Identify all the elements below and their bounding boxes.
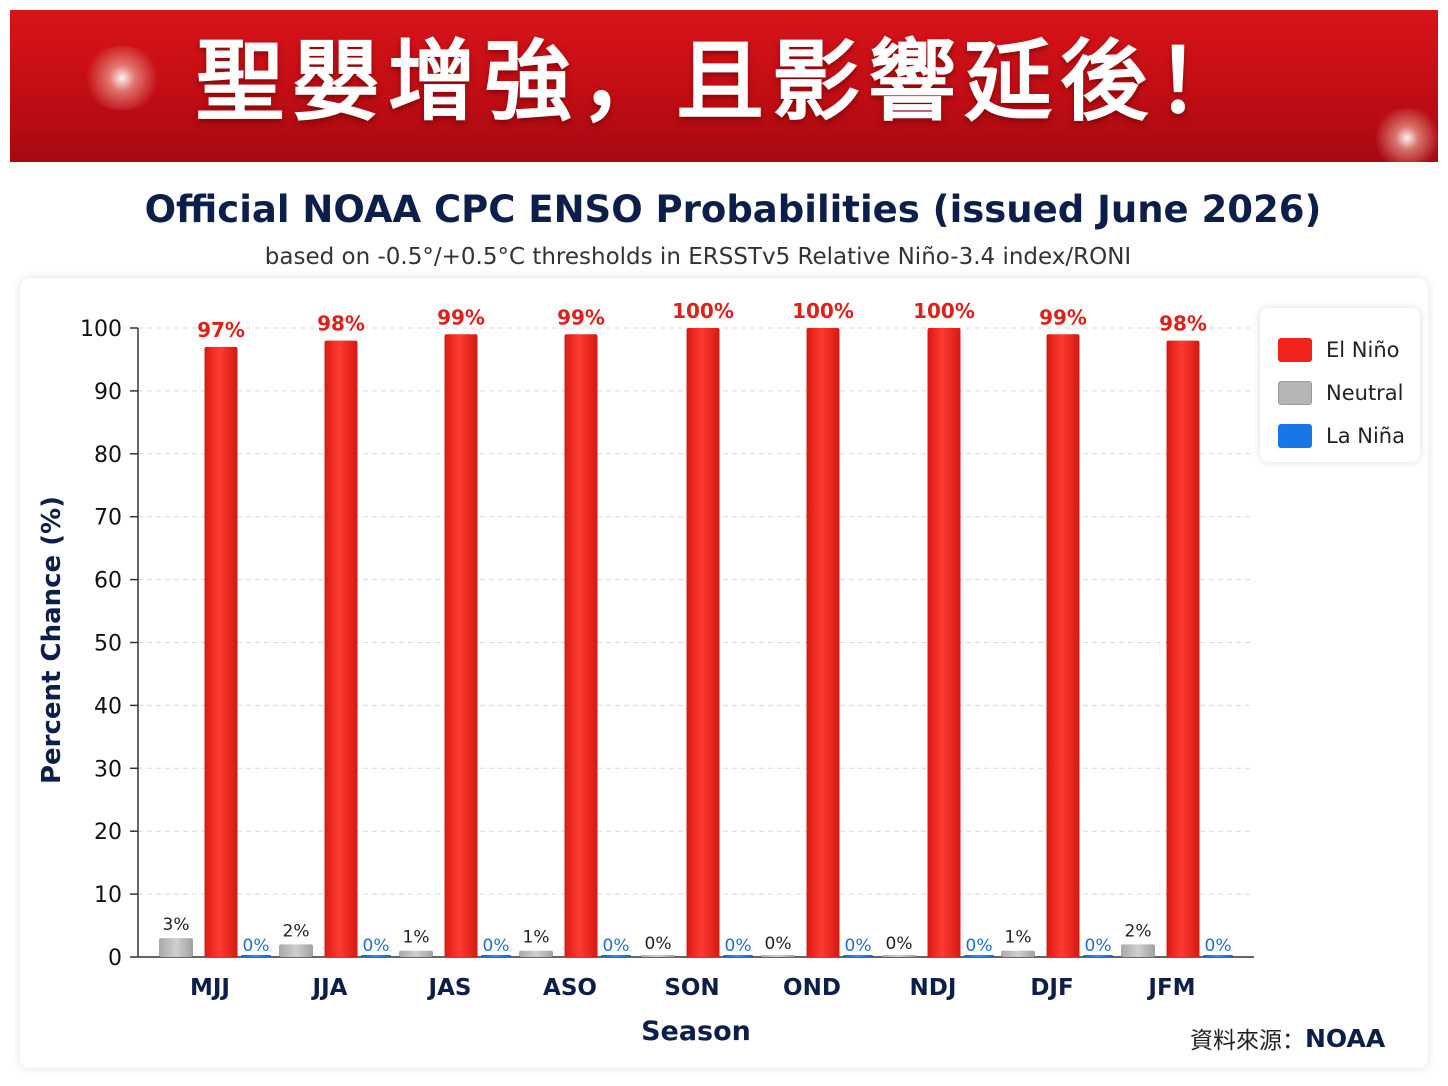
bar-el-ni-o: [1046, 334, 1080, 957]
bar-la-ni-a: [1203, 955, 1233, 957]
bar-la-ni-a: [1083, 955, 1113, 957]
y-tick-label: 20: [94, 820, 122, 845]
bar-neutral: [1121, 944, 1155, 957]
x-tick-label: MJJ: [190, 975, 230, 1001]
y-tick-label: 80: [94, 443, 122, 468]
data-label: 0%: [1205, 936, 1232, 956]
legend-label: Neutral: [1326, 381, 1404, 405]
x-axis-title: Season: [641, 1016, 751, 1047]
data-label: 0%: [363, 936, 390, 956]
data-label: 100%: [913, 299, 975, 323]
bar-la-ni-a: [723, 955, 753, 957]
chart-legend: El Niño Neutral La Niña: [1260, 308, 1420, 462]
data-label: 0%: [845, 936, 872, 956]
bar-el-ni-o: [806, 328, 840, 957]
data-label: 0%: [725, 936, 752, 956]
data-label: 3%: [163, 915, 190, 935]
y-tick-label: 70: [94, 506, 122, 531]
data-label: 0%: [645, 934, 672, 954]
legend-swatch-la-nina: [1278, 424, 1312, 448]
data-label: 98%: [1159, 312, 1207, 336]
legend-item-neutral: Neutral: [1278, 378, 1404, 408]
source-label: 資料來源：: [1190, 1028, 1305, 1054]
bar-neutral: [761, 955, 795, 957]
x-tick-label: JAS: [427, 975, 472, 1001]
y-tick-label: 90: [94, 380, 122, 405]
data-label: 98%: [317, 312, 365, 336]
x-tick-label: SON: [664, 975, 719, 1001]
bar-neutral: [519, 950, 553, 957]
x-tick-label: DJF: [1030, 975, 1073, 1001]
data-label: 0%: [966, 936, 993, 956]
bar-el-ni-o: [1166, 340, 1200, 958]
data-label: 0%: [1085, 936, 1112, 956]
bar-neutral: [641, 955, 675, 957]
legend-item-el-nino: El Niño: [1278, 335, 1399, 365]
y-tick-label: 100: [80, 317, 122, 342]
data-label: 1%: [1005, 928, 1032, 948]
x-tick-label: NDJ: [910, 975, 957, 1001]
data-label: 99%: [557, 305, 605, 329]
bar-la-ni-a: [843, 955, 873, 957]
data-label: 0%: [483, 936, 510, 956]
data-label: 2%: [283, 921, 310, 941]
data-label: 0%: [243, 936, 270, 956]
data-label: 99%: [1039, 305, 1087, 329]
legend-item-la-nina: La Niña: [1278, 421, 1405, 451]
bar-neutral: [882, 955, 916, 957]
legend-swatch-el-nino: [1278, 338, 1312, 362]
bar-el-ni-o: [204, 346, 238, 957]
data-label: 1%: [403, 928, 430, 948]
bar-el-ni-o: [927, 328, 961, 957]
bar-neutral: [279, 944, 313, 957]
data-label: 2%: [1125, 921, 1152, 941]
legend-label: El Niño: [1326, 338, 1400, 362]
data-label: 0%: [765, 934, 792, 954]
data-label: 1%: [523, 928, 550, 948]
y-tick-label: 50: [94, 632, 122, 657]
y-tick-label: 40: [94, 694, 122, 719]
data-label: 0%: [603, 936, 630, 956]
bar-la-ni-a: [241, 955, 271, 957]
sparkle-icon: [1372, 108, 1438, 162]
bar-el-ni-o: [324, 340, 358, 958]
bar-el-ni-o: [686, 328, 720, 957]
title-banner: 聖嬰增強，且影響延後！: [10, 10, 1438, 162]
bar-la-ni-a: [964, 955, 994, 957]
source-value: NOAA: [1305, 1023, 1386, 1053]
bar-neutral: [1001, 950, 1035, 957]
x-tick-label: ASO: [543, 975, 597, 1001]
bar-el-ni-o: [564, 334, 598, 957]
x-tick-label: JFM: [1146, 975, 1195, 1001]
y-axis-title: Percent Chance (%): [37, 496, 67, 784]
y-tick-label: 0: [108, 946, 122, 971]
y-tick-label: 10: [94, 883, 122, 908]
x-tick-label: OND: [783, 975, 841, 1001]
data-label: 0%: [886, 934, 913, 954]
data-label: 100%: [672, 299, 734, 323]
bar-la-ni-a: [481, 955, 511, 957]
legend-label: La Niña: [1326, 424, 1405, 448]
bar-neutral: [159, 938, 193, 957]
y-tick-label: 30: [94, 757, 122, 782]
data-label: 97%: [197, 318, 245, 342]
chart-subtitle: based on -0.5°/+0.5°C thresholds in ERSS…: [264, 244, 1132, 270]
bar-la-ni-a: [361, 955, 391, 957]
chart-title: Official NOAA CPC ENSO Probabilities (is…: [144, 188, 1322, 231]
bar-la-ni-a: [601, 955, 631, 957]
data-label: 99%: [437, 305, 485, 329]
bar-el-ni-o: [444, 334, 478, 957]
bar-neutral: [399, 950, 433, 957]
source-note: 資料來源： NOAA: [1190, 1020, 1410, 1056]
x-tick-label: JJA: [311, 975, 348, 1001]
sparkle-icon: [82, 46, 162, 110]
legend-swatch-neutral: [1278, 381, 1312, 405]
data-label: 100%: [792, 299, 854, 323]
y-tick-label: 60: [94, 569, 122, 594]
banner-title: 聖嬰增強，且影響延後！: [195, 30, 1252, 133]
